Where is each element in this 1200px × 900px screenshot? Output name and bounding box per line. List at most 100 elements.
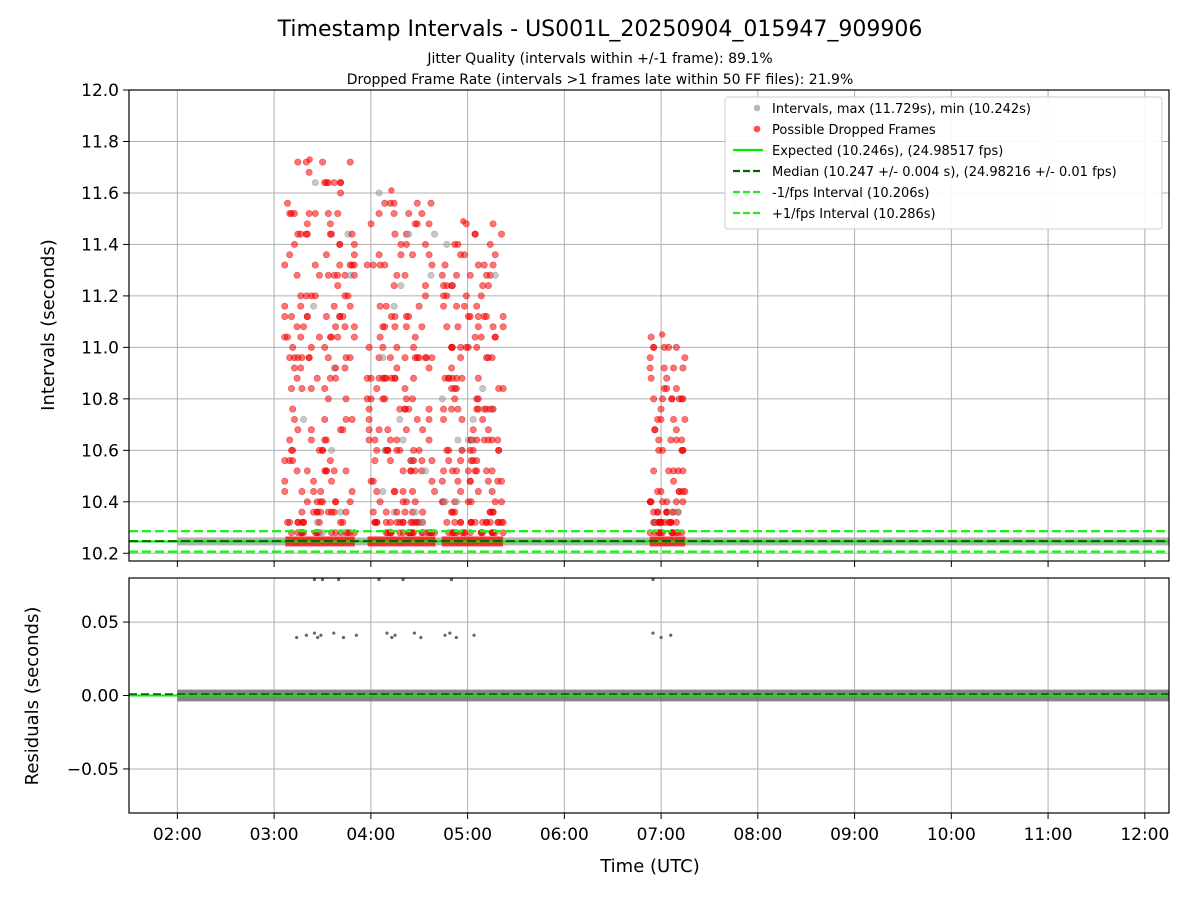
dropped-frame-point xyxy=(457,518,465,526)
dropped-frame-point xyxy=(486,240,494,248)
dropped-frame-point xyxy=(443,292,451,300)
dropped-frame-point xyxy=(457,354,465,362)
residual-clipped-point xyxy=(312,577,317,582)
dropped-frame-point xyxy=(311,261,319,269)
dropped-frame-point xyxy=(373,518,381,526)
dropped-frame-point xyxy=(321,385,329,393)
dropped-frame-point xyxy=(657,488,665,496)
dropped-frame-point xyxy=(410,457,418,465)
intervals-y-axis-label: Intervals (seconds) xyxy=(38,239,59,411)
y-tick-label: 12.0 xyxy=(81,81,119,101)
dropped-frame-point xyxy=(396,415,404,423)
dropped-frame-point xyxy=(405,312,413,320)
dropped-frame-point xyxy=(402,498,410,506)
dropped-frame-point xyxy=(474,395,482,403)
x-tick-label: 06:00 xyxy=(540,825,589,845)
dropped-frame-point xyxy=(350,271,358,279)
dropped-frame-point xyxy=(402,323,410,331)
dropped-frame-point xyxy=(373,446,381,454)
dropped-frame-point xyxy=(410,343,418,351)
dropped-frame-point xyxy=(300,415,308,423)
dropped-frame-point xyxy=(311,292,319,300)
dropped-frame-point xyxy=(393,271,401,279)
dropped-frame-point xyxy=(679,364,687,372)
y-tick-label: 11.6 xyxy=(81,184,119,204)
dropped-frame-point xyxy=(477,292,485,300)
dropped-frame-point xyxy=(399,518,407,526)
dropped-frame-point xyxy=(401,271,409,279)
dropped-frame-point xyxy=(453,467,461,475)
dropped-frame-point xyxy=(317,508,325,516)
dropped-frame-point xyxy=(384,446,392,454)
dropped-frame-point xyxy=(334,271,342,279)
dropped-frame-point xyxy=(342,467,350,475)
dropped-frame-point xyxy=(672,518,680,526)
residual-outlier-point xyxy=(419,635,423,640)
dropped-frame-point xyxy=(324,354,332,362)
dropped-frame-point xyxy=(499,518,507,526)
x-tick-label: 03:00 xyxy=(250,825,299,845)
dropped-frame-point xyxy=(379,354,387,362)
dropped-frame-point xyxy=(425,436,433,444)
y-tick-label: 10.2 xyxy=(81,544,119,564)
dropped-frame-point xyxy=(288,385,296,393)
dropped-frame-point xyxy=(319,446,327,454)
dropped-frame-point xyxy=(328,477,336,485)
dropped-frame-point xyxy=(373,488,381,496)
dropped-frame-point xyxy=(451,518,459,526)
dropped-frame-point xyxy=(441,498,449,506)
dropped-frame-point xyxy=(346,354,354,362)
dropped-frame-point xyxy=(319,158,327,166)
dropped-frame-point xyxy=(491,333,499,341)
dropped-frame-point xyxy=(307,343,315,351)
legend-marker xyxy=(753,125,761,133)
y-tick-label: 10.6 xyxy=(81,441,119,461)
dropped-frame-point xyxy=(391,488,399,496)
dropped-frame-point xyxy=(381,395,389,403)
dropped-frame-point xyxy=(405,210,413,218)
dropped-frame-point xyxy=(681,415,689,423)
dropped-frame-point xyxy=(453,302,461,310)
dropped-frame-point xyxy=(305,354,313,362)
residual-clipped-point xyxy=(377,577,381,582)
dropped-frame-point xyxy=(655,436,663,444)
dropped-frame-point xyxy=(451,395,459,403)
figure-title: Timestamp Intervals - US001L_20250904_01… xyxy=(277,17,923,42)
dropped-frame-point xyxy=(399,488,407,496)
dropped-frame-point xyxy=(421,240,429,248)
dropped-frame-point xyxy=(391,312,399,320)
dropped-frame-point xyxy=(410,374,418,382)
dropped-frame-point xyxy=(381,261,389,269)
dropped-frame-point xyxy=(646,364,654,372)
dropped-frame-point xyxy=(428,457,436,465)
legend-label: Expected (10.246s), (24.98517 fps) xyxy=(772,144,1003,159)
dropped-frame-point xyxy=(401,385,409,393)
residual-outlier-point xyxy=(669,633,673,637)
dropped-frame-point xyxy=(428,261,436,269)
dropped-frame-point xyxy=(479,415,487,423)
dropped-frame-point xyxy=(337,179,345,187)
dropped-frame-point xyxy=(480,261,488,269)
dropped-frame-point xyxy=(498,230,506,238)
dropped-frame-point xyxy=(332,364,340,372)
dropped-frame-point xyxy=(440,467,448,475)
dropped-frame-point xyxy=(659,395,667,403)
dropped-frame-point xyxy=(336,240,344,248)
dropped-frame-point xyxy=(659,446,667,454)
dropped-frame-point xyxy=(330,508,338,516)
dropped-frame-point xyxy=(341,323,349,331)
dropped-frame-point xyxy=(440,405,448,413)
intervals-x-tick-marks xyxy=(176,561,1146,567)
dropped-frame-point xyxy=(307,385,315,393)
dropped-frame-point xyxy=(315,518,323,526)
dropped-frame-point xyxy=(678,436,686,444)
dropped-frame-point xyxy=(289,457,297,465)
residual-clipped-point xyxy=(337,577,341,582)
x-tick-label: 08:00 xyxy=(733,825,782,845)
dropped-frame-point xyxy=(451,508,459,516)
dropped-frame-point xyxy=(332,323,340,331)
dropped-frame-point xyxy=(466,477,474,485)
y-tick-label: 10.8 xyxy=(81,390,119,410)
dropped-frame-point xyxy=(418,323,426,331)
